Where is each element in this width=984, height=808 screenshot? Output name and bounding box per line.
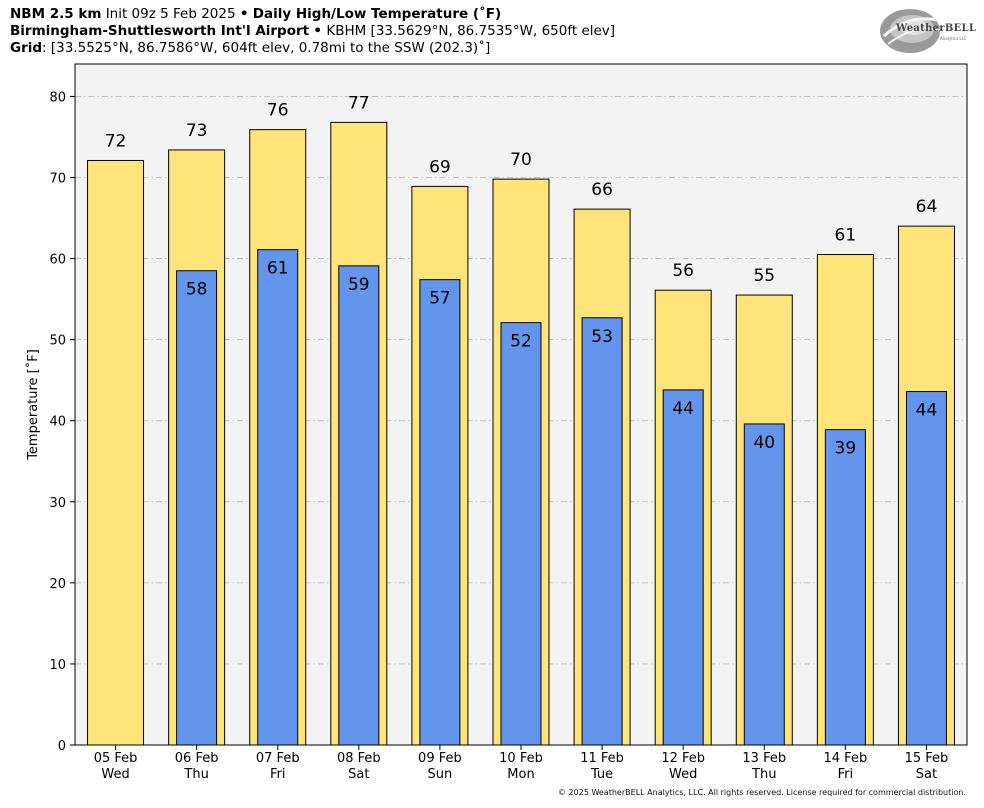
low-value-label: 40	[753, 433, 775, 453]
x-tick-day: Wed	[101, 767, 129, 782]
x-tick-day: Thu	[751, 767, 776, 782]
station-name: Birmingham-Shuttlesworth Int'l Airport	[10, 23, 310, 39]
y-tick-label: 50	[49, 334, 66, 349]
low-bar	[662, 389, 704, 746]
low-bar	[338, 265, 380, 746]
logo-text: WeatherBELL	[896, 23, 977, 34]
x-tick-date: 08 Feb	[337, 751, 381, 766]
header-line-3: Grid: [33.5525°N, 86.7586°W, 604ft elev,…	[10, 40, 490, 57]
high-value-label: 56	[672, 261, 694, 281]
x-tick-date: 06 Feb	[175, 751, 219, 766]
x-tick-day: Tue	[590, 767, 613, 782]
plot-frame	[74, 63, 968, 746]
high-value-label: 73	[186, 121, 208, 141]
low-bar	[257, 249, 299, 746]
model-name: NBM 2.5 km	[10, 6, 102, 22]
temperature-chart: 0 10 20 30 40 50 60 70 80 72 73 58 76 61 77 59 69 57 70 52…	[25, 63, 968, 782]
swirl-logo-icon	[880, 9, 941, 53]
x-tick-day: Sat	[348, 767, 369, 782]
high-value-label: 61	[835, 226, 857, 246]
init-time: Init 09z 5 Feb 2025	[105, 6, 236, 22]
high-value-label: 77	[348, 93, 370, 113]
x-tick-date: 13 Feb	[742, 751, 786, 766]
x-tick-day: Sun	[428, 767, 453, 782]
y-tick-label: 20	[49, 577, 66, 592]
header-line-2: Birmingham-Shuttlesworth Int'l Airport •…	[10, 23, 615, 40]
high-value-label: 70	[510, 150, 532, 170]
low-value-label: 57	[429, 289, 451, 309]
y-tick-label: 80	[49, 90, 66, 105]
x-tick-date: 10 Feb	[499, 751, 543, 766]
low-value-label: 39	[835, 439, 857, 459]
separator: •	[313, 23, 323, 39]
x-tick-day: Wed	[669, 767, 697, 782]
y-tick-label: 40	[49, 415, 66, 430]
bars: 72 73 58 76 61 77 59 69 57 70 52 66 53 56 44 55 40 61 39 64…	[87, 93, 955, 746]
high-value-label: 76	[267, 101, 289, 121]
y-axis: 0 10 20 30 40 50 60 70 80	[49, 90, 75, 754]
low-bar	[419, 279, 461, 746]
x-tick-date: 11 Feb	[580, 751, 624, 766]
low-bar	[176, 270, 218, 746]
y-tick-label: 0	[58, 739, 66, 754]
separator: •	[239, 6, 249, 22]
x-tick-day: Fri	[838, 767, 854, 782]
weatherbell-logo: WeatherBELL Analytics LLC	[878, 6, 976, 56]
low-bar	[824, 429, 866, 746]
x-tick-date: 07 Feb	[256, 751, 300, 766]
low-value-label: 61	[267, 259, 289, 279]
low-bar	[743, 423, 785, 746]
high-value-label: 55	[753, 266, 775, 286]
high-value-label: 64	[916, 197, 938, 217]
y-tick-label: 30	[49, 496, 66, 511]
logo-subtext: Analytics LLC	[940, 36, 967, 41]
low-value-label: 59	[348, 275, 370, 295]
x-tick-day: Sat	[916, 767, 937, 782]
low-bar	[905, 391, 947, 746]
x-tick-day: Thu	[183, 767, 208, 782]
header-line-1: NBM 2.5 km Init 09z 5 Feb 2025 • Daily H…	[10, 6, 501, 23]
x-tick-day: Fri	[270, 767, 286, 782]
high-bar	[87, 159, 145, 746]
x-tick-date: 09 Feb	[418, 751, 462, 766]
low-value-label: 44	[672, 399, 694, 419]
y-tick-label: 10	[49, 658, 66, 673]
low-value-label: 44	[916, 401, 938, 421]
low-bar	[581, 317, 623, 746]
low-value-label: 52	[510, 332, 532, 352]
low-value-label: 58	[186, 280, 208, 300]
x-tick-day: Mon	[507, 767, 534, 782]
station-info: KBHM [33.5629°N, 86.7535°W, 650ft elev]	[326, 23, 616, 39]
grid-info: : [33.5525°N, 86.7586°W, 604ft elev, 0.7…	[42, 40, 491, 56]
high-value-label: 69	[429, 157, 451, 177]
y-axis-label: Temperature [˚F]	[25, 349, 41, 461]
high-value-label: 66	[591, 180, 613, 200]
grid-label: Grid	[10, 40, 43, 56]
high-value-label: 72	[105, 131, 127, 151]
y-tick-label: 70	[49, 172, 66, 187]
x-tick-date: 15 Feb	[905, 751, 949, 766]
x-tick-date: 05 Feb	[94, 751, 138, 766]
x-tick-date: 12 Feb	[661, 751, 705, 766]
low-bar	[500, 322, 542, 746]
product-title: Daily High/Low Temperature (˚F)	[252, 6, 502, 22]
copyright-footer: © 2025 WeatherBELL Analytics, LLC. All r…	[558, 788, 966, 797]
x-tick-date: 14 Feb	[824, 751, 868, 766]
low-value-label: 53	[591, 327, 613, 347]
y-tick-label: 60	[49, 253, 66, 268]
